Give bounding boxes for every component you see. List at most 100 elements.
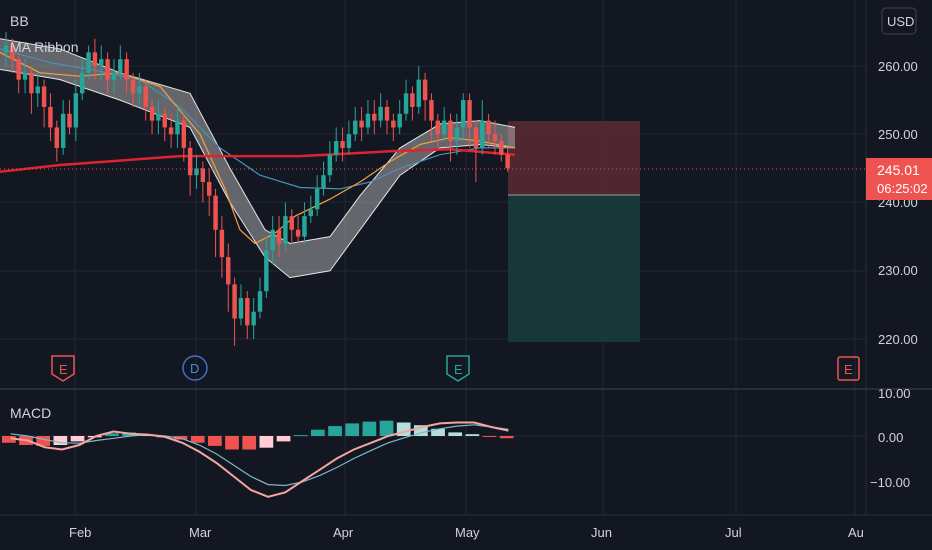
candle-body [194,168,199,176]
current-price: 245.01 [877,162,920,178]
candle-body [492,134,498,142]
candle-body [200,168,206,183]
candle-body [35,86,40,94]
stop-loss-zone[interactable] [508,121,640,195]
candle-body [48,106,53,128]
candle-body [505,154,510,169]
time-axis[interactable]: Feb Mar Apr May Jun Jul Au [69,525,864,540]
macd-histogram-bar [482,436,497,437]
macd-histogram-bar [293,435,308,437]
dividend-marker-letter: D [190,361,199,376]
macd-histogram-bar [36,436,51,446]
candle-body [486,120,491,135]
bar-countdown: 06:25:02 [877,181,928,196]
x-tick-label: Feb [69,525,91,540]
candle-body [467,100,472,128]
candle-body [435,120,441,135]
candle-body [295,229,301,237]
macd-y-tick: 0.00 [878,430,903,445]
candle-body [391,120,396,128]
ma-blue-line [0,48,515,190]
macd-histogram-bar [70,436,85,442]
candle-body [156,113,161,121]
candle-body [372,113,377,121]
candle-body [410,93,415,107]
dividend-marker[interactable]: D [182,355,208,381]
candle-body [321,175,326,189]
macd-histogram-bar [225,436,239,450]
earnings-marker-shape [837,356,860,381]
candle-body [302,216,307,237]
candlesticks[interactable] [3,31,510,346]
candle-body [22,72,28,80]
candle-body [67,113,72,128]
macd-legend[interactable]: MACD [10,405,51,421]
candle-body [130,79,136,94]
candle-body [473,127,479,148]
macd-axis[interactable]: 10.00 0.00 −10.00 [870,386,911,490]
macd-pane [2,420,514,498]
event-markers[interactable]: E D E E [51,355,860,382]
candle-body [448,120,453,142]
candle-body [340,141,345,148]
price-tag-background [866,158,932,200]
candle-body [416,79,421,107]
candle-body [111,72,117,80]
candle-body [397,113,402,128]
candle-body [187,147,193,176]
candle-body [365,113,371,128]
take-profit-zone[interactable] [508,195,640,342]
candle-body [10,45,15,60]
candle-body [79,72,85,94]
macd-histogram-bar [2,436,16,443]
macd-histogram-bar [431,428,445,436]
macd-histogram-bar [259,436,274,448]
y-tick-label: 250.00 [878,127,918,142]
candle-body [92,52,98,66]
candle-body [333,141,339,155]
dividend-marker-shape [182,355,208,381]
earnings-marker[interactable]: E [446,355,470,382]
earnings-marker[interactable]: E [837,356,860,381]
candle-body [283,216,288,244]
candle-body [422,79,428,101]
macd-histogram-bar [448,432,463,436]
candle-body [105,59,110,80]
candle-body [219,229,225,258]
ma-ribbon-legend[interactable]: MA Ribbon [10,39,78,55]
earnings-marker-letter: E [844,362,853,377]
macd-histogram-bar [311,429,325,436]
current-price-tag[interactable]: 245.01 06:25:02 [866,158,932,200]
candle-body [308,209,314,217]
macd-histogram-bar [362,421,377,436]
macd-histogram-bar [499,436,514,439]
candle-body [346,134,352,148]
earnings-marker-shape [446,355,470,382]
macd-histogram-bar [328,426,342,436]
currency-button[interactable]: USD [881,7,917,35]
candle-body [137,86,142,94]
x-tick-label: Mar [189,525,212,540]
macd-histogram-bar [276,436,291,442]
macd-y-tick: 10.00 [878,386,911,401]
candle-body [460,100,466,128]
candle-body [441,120,447,135]
candle-body [118,59,123,73]
candle-body [29,72,34,94]
earnings-marker[interactable]: E [51,355,75,382]
y-tick-label: 230.00 [878,263,918,278]
x-tick-label: Jun [591,525,612,540]
currency-button-frame [881,7,917,35]
candle-body [232,284,237,319]
candle-body [226,257,231,285]
earnings-marker-shape [51,355,75,382]
bollinger-fill [0,38,515,278]
candle-body [175,120,180,135]
macd-histogram-bar [379,420,394,436]
x-tick-label: Au [848,525,864,540]
bb-legend[interactable]: BB [10,13,29,29]
candle-body [60,113,66,148]
candle-body [41,86,47,107]
macd-histogram-bar [242,436,257,450]
